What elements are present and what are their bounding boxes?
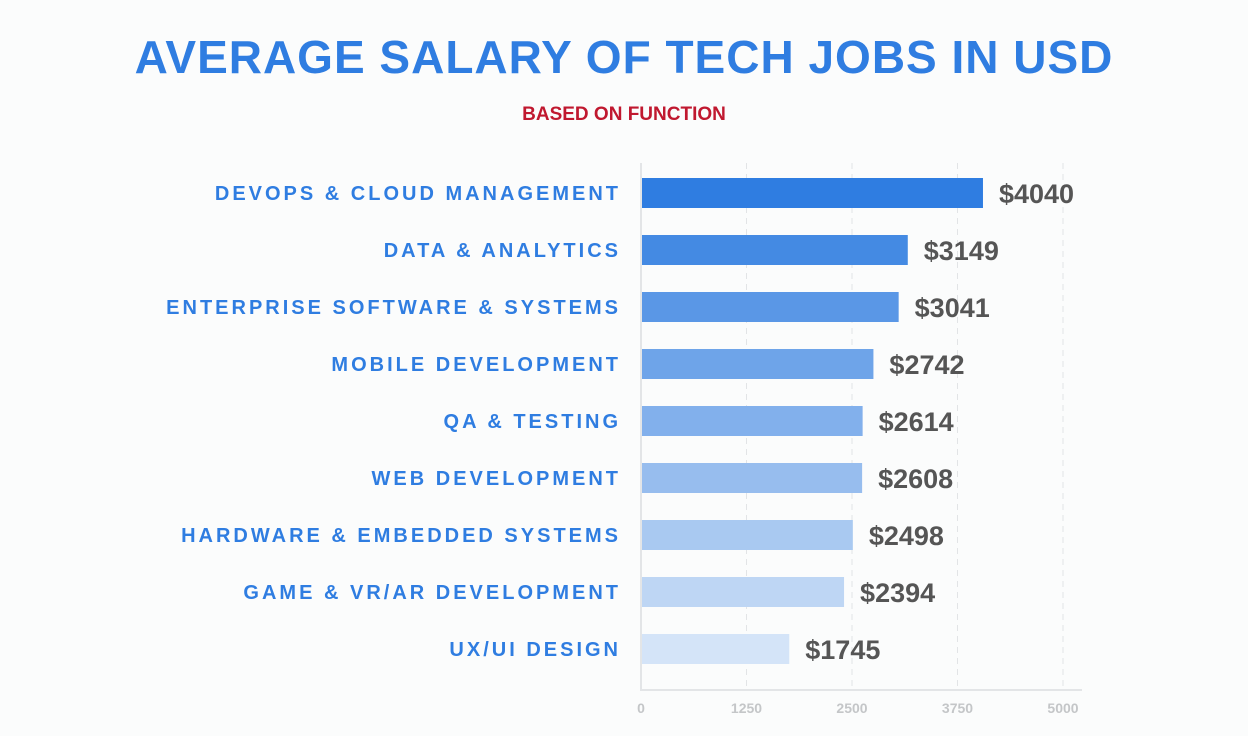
data-label: $3149 [924,236,999,266]
category-label: ENTERPRISE SOFTWARE & SYSTEMS [166,297,621,319]
bar [642,349,874,379]
data-label: $2498 [869,521,944,551]
category-label: DEVOPS & CLOUD MANAGEMENT [215,183,621,205]
category-label: HARDWARE & EMBEDDED SYSTEMS [181,525,621,547]
bar [642,235,908,265]
category-label: MOBILE DEVELOPMENT [331,354,621,376]
x-tick-label: 5000 [1047,700,1078,716]
x-tick-label: 3750 [942,700,973,716]
category-label: QA & TESTING [444,411,621,433]
bar [642,406,863,436]
data-label: $2394 [860,578,935,608]
data-label: $4040 [999,179,1074,209]
bar [642,520,853,550]
bar [642,178,983,208]
data-label: $2608 [878,464,953,494]
data-label: $2614 [879,407,954,437]
bar [642,463,863,493]
bar [642,292,899,322]
category-label: UX/UI DESIGN [449,639,621,661]
x-tick-label: 0 [637,700,645,716]
category-label: DATA & ANALYTICS [384,240,621,262]
chart-subtitle: BASED ON FUNCTION [522,104,726,125]
data-label: $1745 [805,635,880,665]
data-label: $2742 [889,350,964,380]
chart-title: AVERAGE SALARY OF TECH JOBS IN USD [134,31,1114,83]
x-tick-label: 2500 [836,700,867,716]
data-label: $3041 [915,293,990,323]
bar [642,634,790,664]
bar [642,577,845,607]
category-label: GAME & VR/AR DEVELOPMENT [243,582,621,604]
category-label: WEB DEVELOPMENT [372,468,621,490]
x-tick-label: 1250 [731,700,762,716]
